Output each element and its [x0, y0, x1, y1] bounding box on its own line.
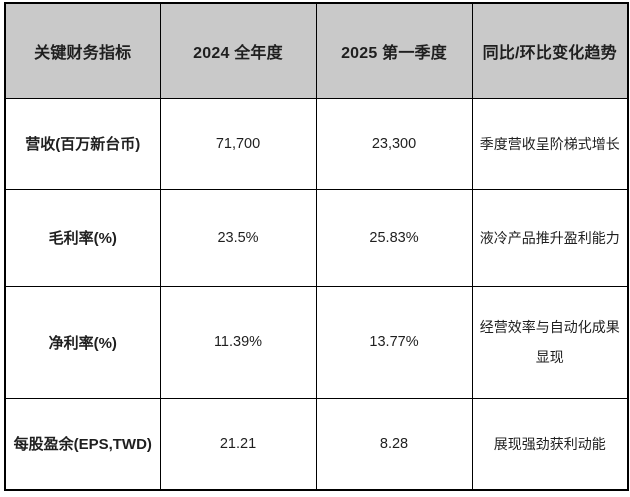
column-header-2024-full-year: 2024 全年度 — [159, 2, 317, 99]
gross-margin-2025q1-value: 25.83% — [315, 188, 473, 287]
column-header-metric: 关键财务指标 — [4, 2, 161, 99]
gross-margin-trend-note: 液冷产品推升盈利能力 — [471, 188, 629, 287]
gross-margin-2024-value: 23.5% — [159, 188, 317, 287]
metric-label-net-margin: 净利率(%) — [4, 285, 161, 399]
table-row-eps: 每股盈余(EPS,TWD) 21.21 8.28 展现强劲获利动能 — [4, 397, 629, 491]
net-margin-2025q1-value: 13.77% — [315, 285, 473, 399]
net-margin-trend-note: 经营效率与自动化成果显现 — [471, 285, 629, 399]
eps-2025q1-value: 8.28 — [315, 397, 473, 491]
eps-trend-note: 展现强劲获利动能 — [471, 397, 629, 491]
header-row: 关键财务指标 2024 全年度 2025 第一季度 同比/环比变化趋势 — [4, 2, 629, 99]
table-row-net-margin: 净利率(%) 11.39% 13.77% 经营效率与自动化成果显现 — [4, 285, 629, 399]
revenue-2025q1-value: 23,300 — [315, 97, 473, 190]
metric-label-eps: 每股盈余(EPS,TWD) — [4, 397, 161, 491]
table-row-revenue: 营收(百万新台币) 71,700 23,300 季度营收呈阶梯式增长 — [4, 97, 629, 190]
table-row-gross-margin: 毛利率(%) 23.5% 25.83% 液冷产品推升盈利能力 — [4, 188, 629, 287]
metric-label-gross-margin: 毛利率(%) — [4, 188, 161, 287]
revenue-2024-value: 71,700 — [159, 97, 317, 190]
financial-metrics-table: 关键财务指标 2024 全年度 2025 第一季度 同比/环比变化趋势 营收(百… — [4, 2, 629, 491]
column-header-2025-q1: 2025 第一季度 — [315, 2, 473, 99]
revenue-trend-note: 季度营收呈阶梯式增长 — [471, 97, 629, 190]
eps-2024-value: 21.21 — [159, 397, 317, 491]
column-header-trend: 同比/环比变化趋势 — [471, 2, 629, 99]
net-margin-2024-value: 11.39% — [159, 285, 317, 399]
metric-label-revenue: 营收(百万新台币) — [4, 97, 161, 190]
